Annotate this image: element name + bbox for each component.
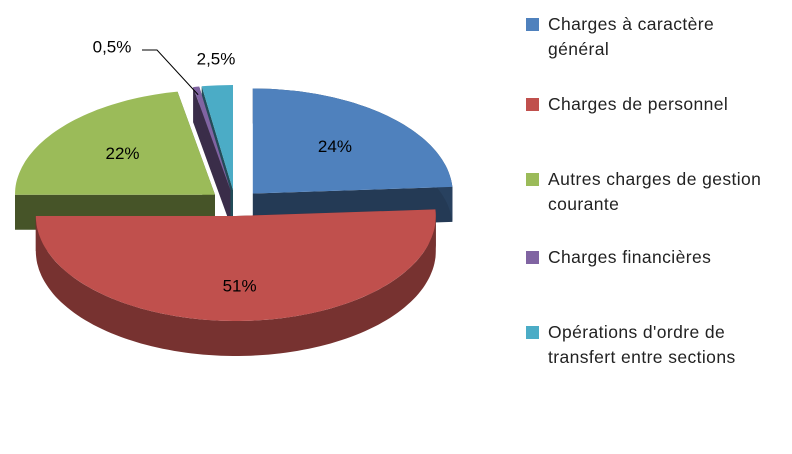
- legend-label: Charges de personnel: [548, 94, 729, 114]
- legend-swatch: [526, 173, 539, 186]
- legend-entry: Autres charges de gestion courante: [526, 167, 768, 217]
- leader-line: [142, 49, 199, 96]
- slice-wall: [35, 216, 436, 356]
- legend-entry: Charges financières: [526, 245, 768, 270]
- data-label: 51%: [223, 276, 257, 295]
- legend-entry: Opérations d'ordre de transfert entre se…: [526, 320, 768, 370]
- legend-swatch: [526, 98, 539, 111]
- legend-swatch: [526, 326, 539, 339]
- slice: [201, 85, 233, 190]
- legend-label: Opérations d'ordre de transfert entre se…: [548, 322, 736, 367]
- slice: [35, 209, 436, 321]
- slice: [193, 86, 231, 191]
- legend: Charges à caractère général Charges de pe…: [526, 12, 788, 370]
- legend-label: Charges financières: [548, 247, 712, 267]
- data-label: 22%: [105, 144, 139, 163]
- legend-entry: Charges de personnel: [526, 92, 768, 117]
- legend-swatch: [526, 251, 539, 264]
- slice: [252, 88, 453, 194]
- chart: 24% 51% 22% 0,5% 2,5%: [15, 37, 453, 356]
- legend-swatch: [526, 18, 539, 31]
- data-label: 24%: [318, 137, 352, 156]
- legend-label: Autres charges de gestion courante: [548, 169, 762, 214]
- legend-label: Charges à caractère général: [548, 14, 715, 59]
- data-label: 2,5%: [197, 49, 236, 68]
- legend-entry: Charges à caractère général: [526, 12, 768, 62]
- slice: [15, 91, 215, 195]
- data-label: 0,5%: [93, 37, 132, 56]
